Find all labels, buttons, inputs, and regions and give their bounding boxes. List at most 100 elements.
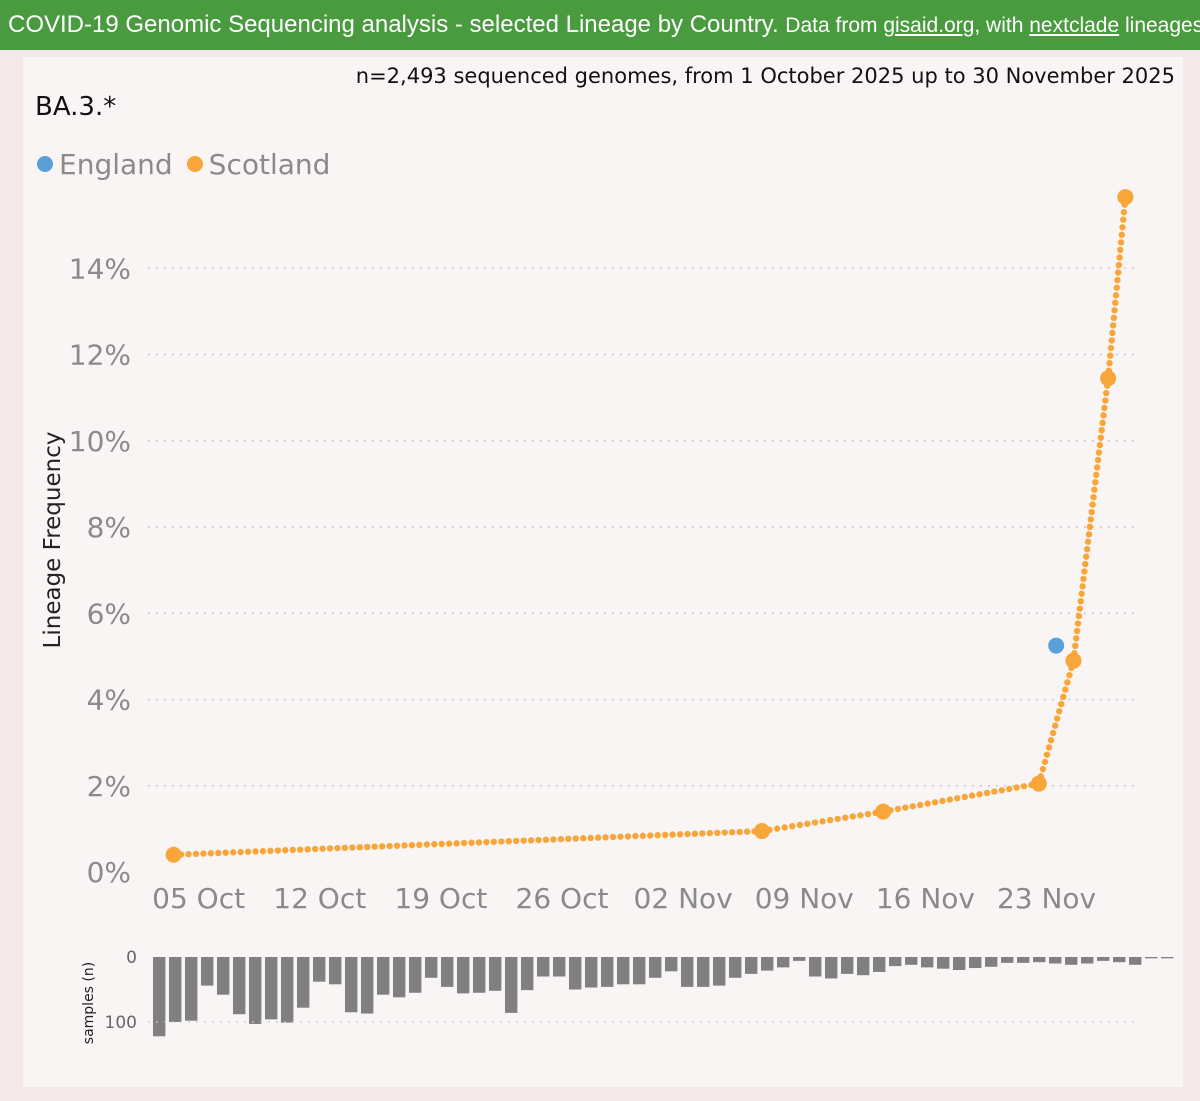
series-line-dot <box>1075 612 1083 620</box>
nextclade-link[interactable]: nextclade <box>1029 14 1120 37</box>
series-line-dot <box>1118 231 1125 239</box>
series-line-dot <box>894 805 902 813</box>
series-line-dot <box>946 796 954 803</box>
header-source: Data from gisaid.org, with nextclade lin… <box>785 14 1200 37</box>
data-point-scotland <box>1100 370 1117 387</box>
sample-bar <box>633 957 646 985</box>
series-line-dot <box>1073 627 1081 635</box>
sample-bar <box>1097 957 1110 961</box>
series-line-dot <box>1103 389 1110 397</box>
series-line-dot <box>386 842 393 850</box>
series-line-dot <box>819 818 826 825</box>
sample-bar <box>281 957 294 1023</box>
series-line-dot <box>796 821 804 829</box>
series-line-dot <box>684 830 691 838</box>
series-line-dot <box>289 846 296 854</box>
y-tick-label: 10% <box>69 425 131 458</box>
sample-bar <box>201 957 214 986</box>
sample-bar <box>601 957 614 987</box>
y-tick-labels: 0% 2% 4% 6% 8% 10% 12% 14% <box>69 252 131 889</box>
sample-bar <box>297 957 310 1008</box>
chart-subtitle: n=2,493 sequenced genomes, from 1 Octobe… <box>355 64 1175 88</box>
series-line-dot <box>423 841 431 848</box>
series-line-dot <box>475 839 483 846</box>
series-line-dot <box>490 838 498 846</box>
sample-axis-label: samples (n) <box>81 962 97 1044</box>
sample-bar <box>1001 957 1014 963</box>
lineage-label: BA.3.* <box>35 92 117 122</box>
series-line-dot <box>602 834 609 841</box>
series-line-dot <box>282 847 289 854</box>
series-line-dot <box>513 837 520 845</box>
sample-bar <box>665 957 678 972</box>
grid-lines <box>148 267 1140 787</box>
sample-bar <box>153 957 166 1037</box>
series-line-dot <box>1093 471 1100 479</box>
sample-bar <box>537 957 550 977</box>
sample-bar <box>713 957 726 986</box>
data-point-scotland <box>1117 189 1134 206</box>
x-tick-labels: 05 Oct 12 Oct 19 Oct 26 Oct 02 Nov 09 Nov 16 N… <box>152 882 1096 915</box>
series-line-dot <box>527 837 535 844</box>
sample-bar <box>841 957 854 974</box>
series-line-dot <box>976 791 983 798</box>
y-tick-label: 2% <box>87 770 131 803</box>
series-line-dot <box>1090 493 1097 501</box>
series-line-dot <box>594 834 602 841</box>
sample-bar <box>857 957 870 976</box>
series-line-dot <box>1115 261 1123 269</box>
series-line-dot <box>1056 708 1063 715</box>
series-line-dot <box>1078 590 1085 597</box>
series-line-dot <box>453 840 460 847</box>
series-line-dot <box>1109 322 1117 329</box>
data-point-scotland <box>875 803 892 820</box>
series-line-dot <box>1039 765 1047 773</box>
series-line-dot <box>252 848 259 855</box>
series-line-dot <box>983 789 991 797</box>
sample-bar <box>953 957 966 970</box>
series-line-dot <box>939 797 946 805</box>
series-line-dot <box>274 847 282 854</box>
series-line-dot <box>1116 254 1123 261</box>
series-line-dot <box>1094 456 1102 464</box>
series-line-dot <box>1107 352 1114 359</box>
series-line-dot <box>1098 427 1105 434</box>
series-line-dot <box>1100 412 1107 419</box>
series-line-dot <box>1114 269 1122 276</box>
sample-bar <box>873 957 886 972</box>
gisaid-link[interactable]: gisaid.org <box>883 14 975 37</box>
series-line-dot <box>931 799 939 806</box>
series-line-dot <box>259 847 267 855</box>
sample-bar <box>1081 957 1094 964</box>
series-line-dot <box>1113 284 1120 291</box>
series-line-dot <box>1081 568 1088 575</box>
sample-bar <box>889 957 902 967</box>
series-line-dot <box>535 836 542 844</box>
y-tick-label: 8% <box>87 511 131 544</box>
x-tick-label: 02 Nov <box>634 882 733 915</box>
sample-bar <box>345 957 358 1013</box>
y-tick-label: 0% <box>87 856 131 889</box>
legend-label-scotland: Scotland <box>208 147 331 181</box>
header-title: COVID-19 Genomic Sequencing analysis - s… <box>8 11 779 38</box>
series-line-dot <box>789 822 796 830</box>
series-line-dot <box>991 788 998 795</box>
series-line-dot <box>505 838 512 845</box>
series-line-dot <box>834 815 841 823</box>
series-line-dot <box>438 840 445 848</box>
series-line-dot <box>1083 553 1090 560</box>
series-line-dot <box>1097 434 1104 441</box>
series-line-dot <box>954 795 961 802</box>
series-line-dot <box>237 848 244 856</box>
sample-bar <box>1129 957 1142 965</box>
series-points <box>165 189 1134 863</box>
sample-bar <box>1113 957 1126 963</box>
sample-bar <box>473 957 486 993</box>
sample-bar <box>777 957 790 968</box>
series-line-dot <box>267 847 274 855</box>
series-line-dot <box>1111 307 1118 314</box>
series-line-dot <box>1117 246 1124 254</box>
legend-item-england[interactable]: England <box>37 148 173 181</box>
legend-item-scotland[interactable]: Scotland <box>186 147 331 181</box>
